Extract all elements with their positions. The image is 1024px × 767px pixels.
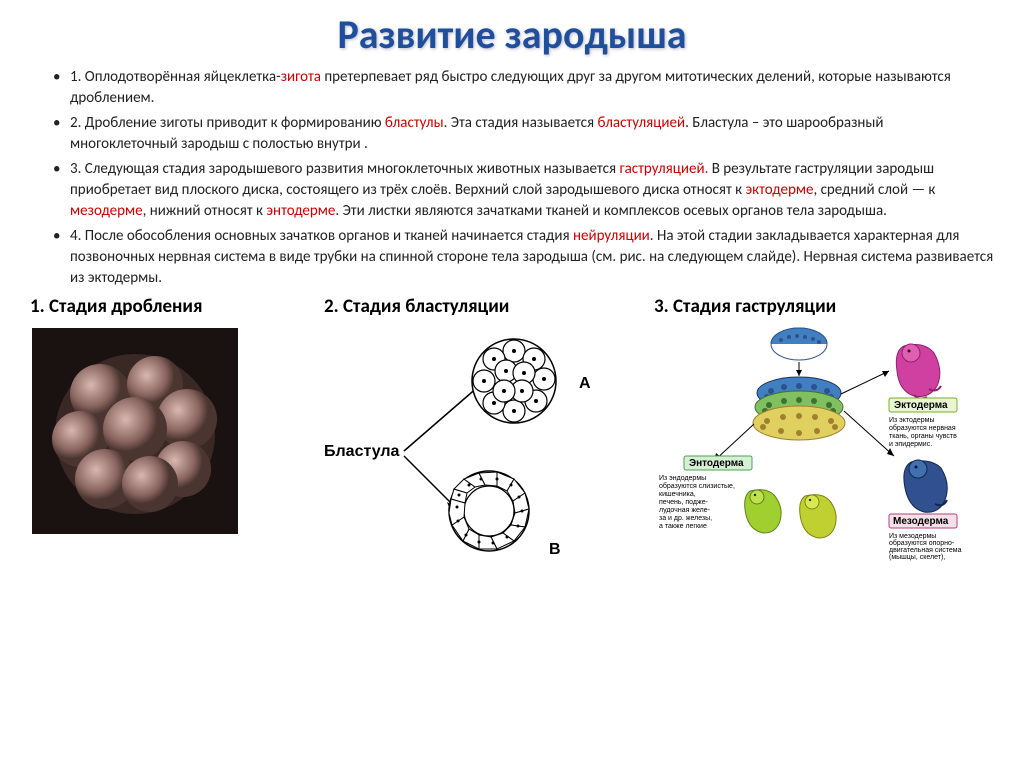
b4-red1: нейруляции bbox=[573, 227, 650, 245]
stage-1-title: 1. Стадия дробления bbox=[30, 295, 304, 318]
b3-red2: эктодерме bbox=[746, 181, 814, 199]
mesoderm-desc: Из мезодермы образуются опорно- двигател… bbox=[889, 533, 963, 561]
stage-3-title: 3. Стадия гаструляции bbox=[654, 295, 994, 318]
marker-a: А bbox=[579, 375, 591, 392]
b4-pre: 4. После обособления основных зачатков о… bbox=[70, 227, 573, 245]
bullet-1: 1. Оплодотворённая яйцеклетка-зигота пре… bbox=[45, 67, 994, 109]
b3-mid3: , нижний относят к bbox=[143, 202, 267, 220]
stage-3-col: 3. Стадия гаструляции bbox=[644, 295, 994, 566]
b2-pre: 2. Дробление зиготы приводит к формирова… bbox=[70, 114, 385, 132]
b1-red1: зигота bbox=[281, 68, 321, 86]
blastula-figure: Бластула bbox=[304, 326, 644, 556]
b3-pre: 3. Следующая стадия зародышевого развити… bbox=[70, 160, 619, 178]
bullet-2: 2. Дробление зиготы приводит к формирова… bbox=[45, 113, 994, 155]
marker-b: В bbox=[549, 541, 561, 556]
b3-red4: энтодерме bbox=[266, 202, 335, 220]
stage-1-col: 1. Стадия дробления bbox=[30, 295, 304, 536]
b3-mid2: , средний слой — к bbox=[813, 181, 935, 199]
b3-post: . Эти листки являются зачатками тканей и… bbox=[335, 202, 887, 220]
entoderm-desc: Из эндодермы образуются слизистые, кишеч… bbox=[659, 475, 737, 530]
stage-2-col: 2. Стадия бластуляции Бластула bbox=[304, 295, 644, 556]
bullet-4: 4. После обособления основных зачатков о… bbox=[45, 226, 994, 289]
mesoderm-box-label: Мезодерма bbox=[893, 516, 949, 527]
ectoderm-box-label: Эктодерма bbox=[894, 400, 948, 411]
b1-pre: 1. Оплодотворённая яйцеклетка- bbox=[70, 68, 281, 86]
page-title: Развитие зародыша bbox=[30, 10, 994, 59]
ectoderm-desc: Из эктодермы образуются нервная ткань, о… bbox=[889, 417, 959, 448]
stage-2-title: 2. Стадия бластуляции bbox=[324, 295, 644, 318]
stages-row: 1. Стадия дробления bbox=[30, 295, 994, 566]
b2-red1: бластулы bbox=[385, 114, 444, 132]
b2-red2: бластуляцией bbox=[598, 114, 686, 132]
bullets-list: 1. Оплодотворённая яйцеклетка-зигота пре… bbox=[30, 67, 994, 289]
blastula-label: Бластула bbox=[324, 443, 400, 460]
b2-mid1: . Эта стадия называется bbox=[444, 114, 598, 132]
bullet-3: 3. Следующая стадия зародышевого развити… bbox=[45, 159, 994, 222]
b3-red3: мезодерме bbox=[70, 202, 143, 220]
entoderm-box-label: Энтодерма bbox=[689, 458, 744, 469]
gastrulation-figure: Эктодерма Из эктодермы образуются нервна… bbox=[644, 326, 994, 566]
morula-figure bbox=[30, 326, 304, 536]
b3-red1: гаструляцией. bbox=[619, 160, 708, 178]
